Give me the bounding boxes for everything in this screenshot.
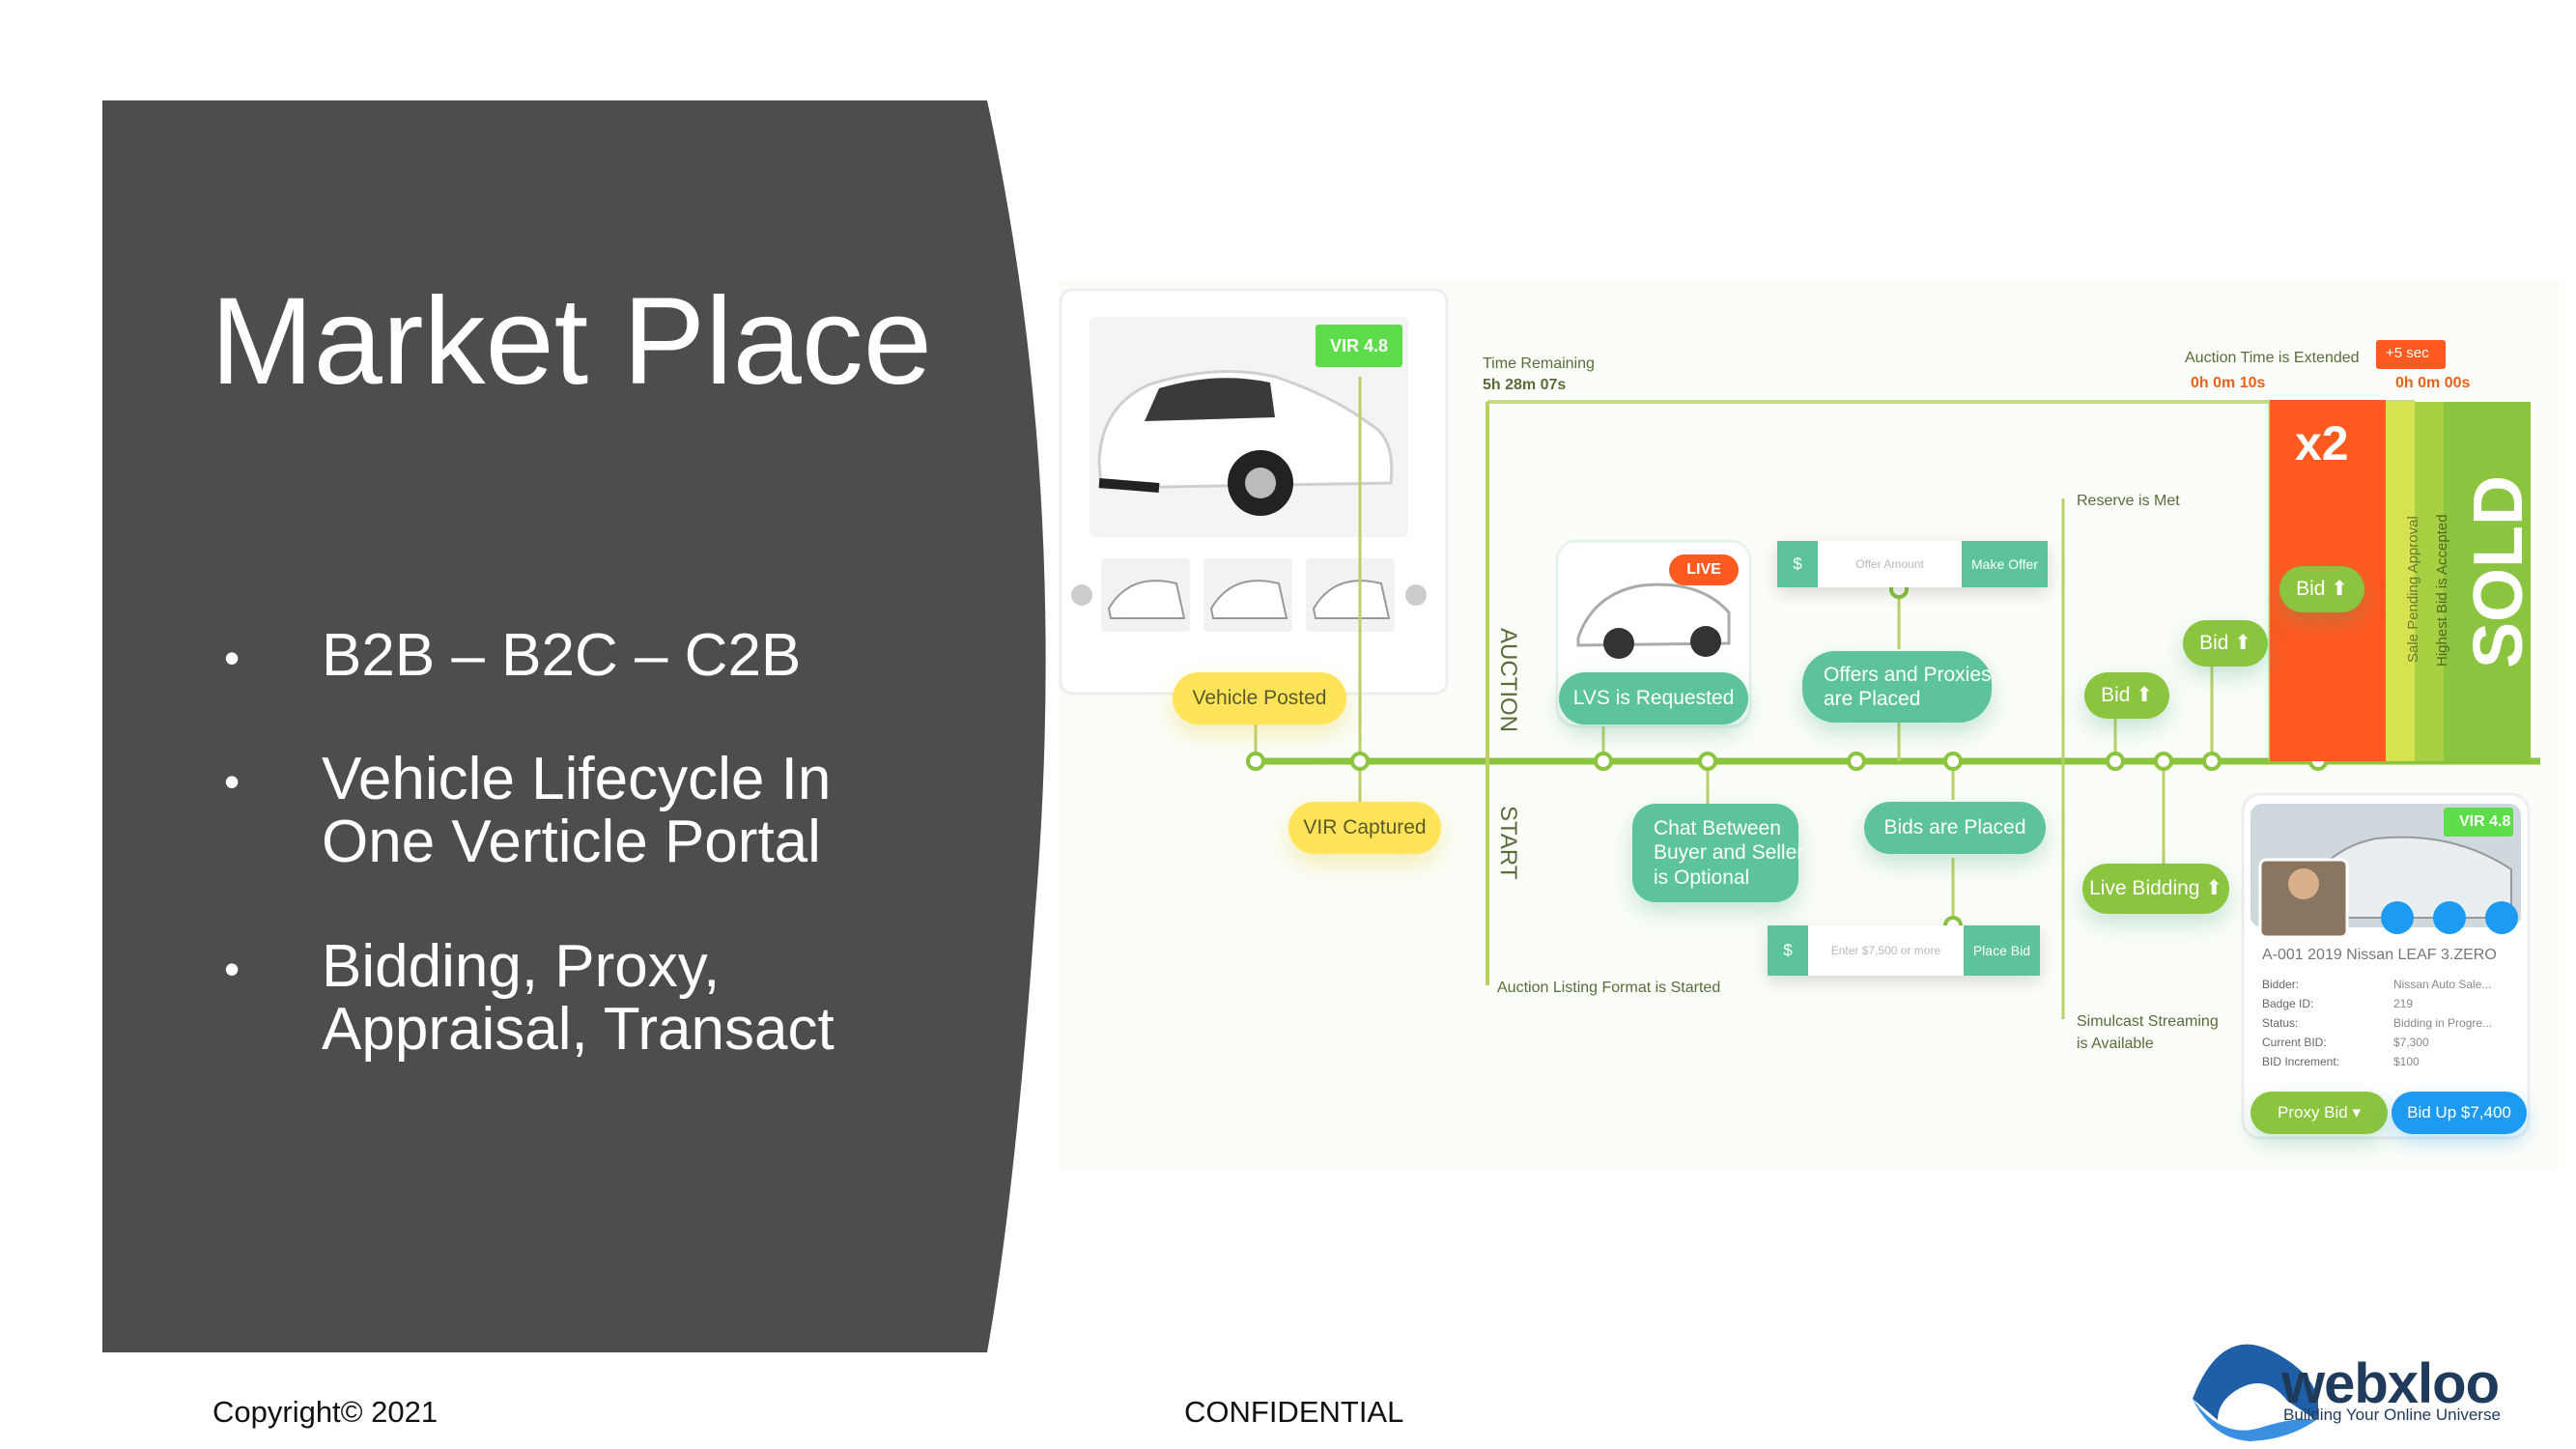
reserve-met: Reserve is Met: [2077, 493, 2180, 509]
card-row-value: $7,300: [2393, 1036, 2429, 1049]
bullet-1: B2B – B2C – C2B: [322, 622, 802, 689]
bid-bar: $ Enter $7,500 or more Place Bid: [1768, 925, 2040, 976]
pill-live-bidding: Live Bidding ⬆: [2082, 864, 2229, 914]
bullet-2: Vehicle Lifecycle In One Verticle Portal: [322, 746, 832, 876]
webxloo-logo-icon: [2193, 1344, 2319, 1441]
bid-amount-input[interactable]: Enter $7,500 or more: [1830, 944, 1941, 957]
sold-bar: [2444, 402, 2531, 761]
pill-offers-proxies: Offers and Proxies are Placed: [1802, 651, 1992, 723]
footer-copyright: Copyright© 2021: [212, 1395, 439, 1429]
plus-sec: +5 sec: [2386, 345, 2429, 361]
listing-started: Auction Listing Format is Started: [1497, 980, 1721, 996]
highest-bid-bar: [2415, 402, 2444, 761]
bullet-3: Bidding, Proxy, Appraisal, Transact: [322, 933, 835, 1064]
plus-sec-badge: [2376, 340, 2446, 369]
auction-label: AUCTION: [1495, 628, 1521, 732]
pill-bids-placed: Bids are Placed: [1864, 802, 2046, 854]
card-row-key: Badge ID:: [2262, 997, 2314, 1010]
card-vir-badge: [2444, 808, 2513, 837]
pill-vehicle-posted: Vehicle Posted: [1173, 672, 1346, 724]
card-row-value: Nissan Auto Sale...: [2393, 978, 2492, 991]
time-remaining-label: Time Remaining: [1483, 355, 1595, 372]
bullet-dot-1: •: [224, 633, 241, 683]
pill-bid-3: Bid ⬆: [2279, 566, 2364, 612]
card-row-key: Status:: [2262, 1016, 2299, 1030]
camera-icon: [2433, 901, 2466, 934]
bullet-dot-3: •: [224, 944, 241, 994]
proxy-bid-button[interactable]: Proxy Bid ▾: [2250, 1092, 2388, 1134]
time-remaining-value: 5h 28m 07s: [1483, 377, 1567, 393]
main-car-image: [1097, 370, 1394, 516]
card-row-value: $100: [2393, 1055, 2420, 1068]
footer-confidential: CONFIDENTIAL: [1184, 1395, 1404, 1429]
card-row-key: Bidder:: [2262, 978, 2300, 991]
sold-label: SOLD: [2460, 474, 2537, 668]
card-title: A-001 2019 Nissan LEAF 3.ZERO: [2262, 947, 2497, 963]
bid-currency: $: [1768, 925, 1808, 976]
highest-bid-label: Highest Bid is Accepted: [2434, 514, 2450, 667]
pill-bid-2: Bid ⬆: [2183, 620, 2268, 667]
sale-pending-bar: [2386, 402, 2415, 761]
final-time: 0h 0m 00s: [2395, 375, 2471, 391]
make-offer-button[interactable]: Make Offer: [1962, 541, 2048, 587]
simulcast-label: Simulcast Streaming is Available: [2077, 1013, 2219, 1053]
live-badge: LIVE: [1669, 554, 1739, 585]
users-icon: [2381, 901, 2414, 934]
logo-name: webxloo: [2281, 1352, 2500, 1415]
card-row-key: Current BID:: [2262, 1036, 2327, 1049]
vir-badge: VIR 4.8: [1316, 325, 1402, 367]
bullet-dot-2: •: [224, 756, 241, 807]
bid-up-button[interactable]: Bid Up $7,400: [2392, 1092, 2527, 1134]
pill-chat-optional: Chat Between Buyer and Seller is Optiona…: [1632, 804, 1803, 902]
page-title: Market Place: [211, 272, 932, 411]
pill-bid-1: Bid ⬆: [2084, 672, 2169, 719]
sale-pending-label: Sale Pending Approval: [2405, 516, 2421, 663]
multiplier: x2: [2295, 416, 2349, 470]
volume-icon: [2485, 901, 2518, 934]
offer-currency: $: [1777, 541, 1818, 587]
card-row-value: 219: [2393, 997, 2414, 1010]
logo-tagline: Building Your Online Universe: [2283, 1406, 2501, 1424]
card-vir-badge-text: VIR 4.8: [2459, 813, 2511, 830]
pill-lvs-requested: LVS is Requested: [1559, 672, 1748, 724]
gallery-prev-icon: [1071, 584, 1092, 606]
card-row-key: BID Increment:: [2262, 1055, 2340, 1068]
auction-extended-label: Auction Time is Extended: [2185, 350, 2360, 366]
title-panel: [102, 100, 1046, 1352]
offer-bar: $ Offer Amount Make Offer: [1777, 541, 2048, 587]
offer-amount-input[interactable]: Offer Amount: [1855, 557, 1924, 571]
card-row-value: Bidding in Progre...: [2393, 1016, 2493, 1030]
start-label: START: [1495, 806, 1521, 880]
pill-vir-captured: VIR Captured: [1288, 802, 1441, 854]
auction-extended-value: 0h 0m 10s: [2191, 375, 2266, 391]
gallery-next-icon: [1405, 584, 1427, 606]
place-bid-button[interactable]: Place Bid: [1963, 925, 2040, 976]
